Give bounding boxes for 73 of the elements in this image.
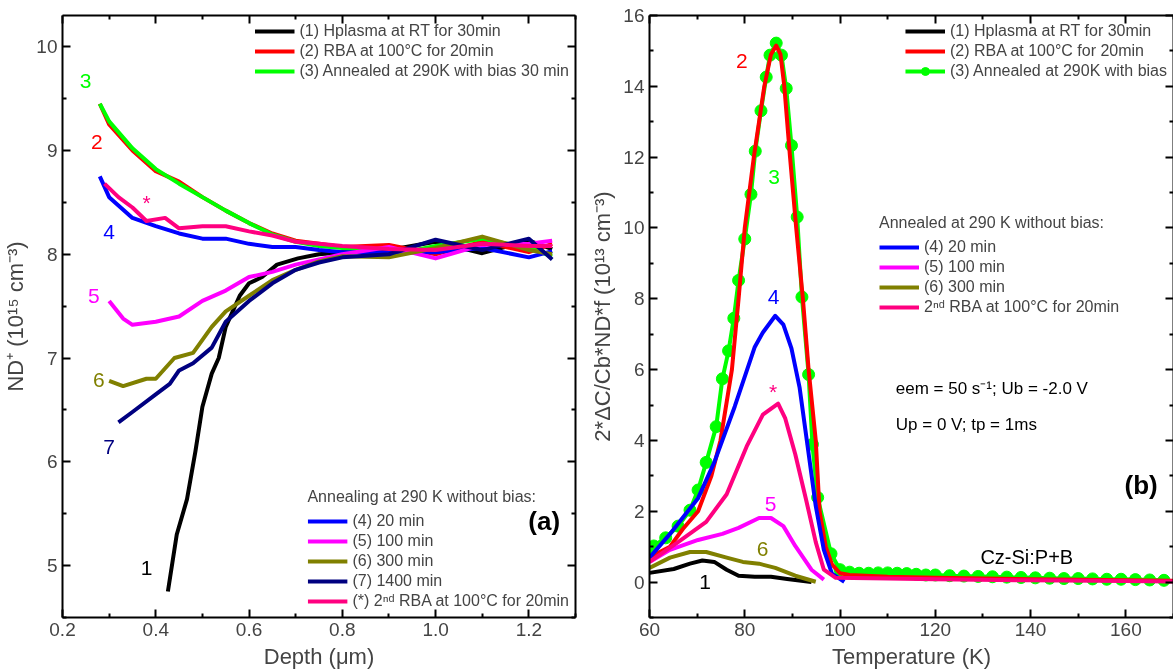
y-tick-label: 0	[633, 571, 645, 593]
annotation: 6	[756, 536, 769, 560]
annotation: 5	[87, 284, 100, 308]
y-tick-label: 4	[633, 429, 645, 451]
y-tick-label: 10	[623, 217, 645, 239]
y-tick-label: 6	[633, 359, 645, 381]
x-tick-label: 1.2	[515, 618, 543, 640]
x-tick-label: 60	[638, 618, 661, 640]
annotation: 7	[103, 435, 116, 459]
legend-label: (2) RBA at 100°C for 20min	[949, 42, 1145, 60]
x-axis-title: Temperature (K)	[832, 643, 991, 669]
y-tick-label: 8	[46, 243, 58, 265]
point	[715, 372, 729, 386]
y-tick-label: 10	[36, 36, 58, 58]
y-tick-label: 9	[46, 139, 58, 161]
x-tick-label: 0.6	[235, 618, 263, 640]
annotation: (b)	[1124, 470, 1158, 501]
legend-title: Annealing at 290 K without bias:	[307, 488, 537, 506]
x-tick-label: 80	[734, 618, 756, 640]
x-tick-label: 0.2	[49, 618, 76, 640]
annotation: 3	[79, 69, 92, 93]
annotation: *	[769, 379, 778, 403]
x-tick-label: 1.0	[422, 618, 449, 640]
annotation: 4	[103, 220, 116, 244]
y-tick-label: 5	[46, 555, 58, 577]
legend-label: (4) 20 min	[924, 238, 997, 256]
x-tick-label: 160	[1110, 618, 1142, 640]
y-tick-label: 7	[46, 347, 58, 369]
y-tick-label: 8	[633, 288, 645, 310]
point	[699, 455, 713, 469]
y-axis-title: ND⁺ (10¹⁵ cm⁻³)	[3, 241, 29, 392]
legend-label: (*) 2ⁿᵈ RBA at 100°C for 20min	[352, 592, 569, 610]
legend-label: (5) 100 min	[924, 258, 1005, 276]
y-tick-label: 14	[623, 75, 645, 97]
x-tick-label: 140	[1014, 618, 1047, 640]
annotation: Cz-Si:P+B	[980, 546, 1074, 569]
y-tick-label: 12	[623, 146, 645, 168]
legend-title: Annealed at 290 K without bias:	[879, 214, 1106, 232]
annotation: 4	[767, 285, 780, 309]
line-series	[102, 181, 555, 253]
legend-label: (1) Hplasma at RT for 30min	[299, 22, 501, 40]
legend-label: (3) Annealed at 290K with bias	[949, 62, 1167, 80]
annotation: (a)	[528, 506, 561, 537]
line-series	[116, 236, 555, 425]
legend-label: (2) RBA at 100°C for 20min	[299, 42, 494, 60]
y-tick-label: 2	[633, 500, 645, 522]
x-tick-label: 100	[824, 618, 856, 640]
legend-label: (6) 300 min	[924, 278, 1005, 296]
annotation: 2	[91, 129, 103, 153]
legend-label: (4) 20 min	[352, 512, 425, 530]
annotation: 1	[699, 569, 711, 593]
legend-label: (3) Annealed at 290K with bias 30 min	[299, 62, 569, 80]
annotation: *	[142, 190, 151, 214]
annotation: 2	[735, 49, 748, 73]
legend-label: (6) 300 min	[352, 552, 434, 570]
legend-label: (5) 100 min	[352, 532, 434, 550]
x-tick-label: 0.4	[142, 618, 170, 640]
point	[709, 420, 723, 434]
annotation: Up = 0 V; tp = 1ms	[895, 415, 1037, 435]
y-tick-label: 16	[623, 5, 645, 26]
legend-label: (7) 1400 min	[352, 572, 443, 590]
x-axis-title: Depth (μm)	[263, 643, 375, 669]
legend-label: 2ⁿᵈ RBA at 100°C for 20min	[924, 298, 1120, 316]
annotation: 5	[764, 492, 777, 516]
y-axis-title: 2*ΔC/Cb*ND*f (10¹³ cm⁻³)	[590, 191, 616, 442]
legend-label: (1) Hplasma at RT for 30min	[949, 22, 1152, 40]
annotation: 3	[768, 165, 781, 189]
annotation: 6	[93, 367, 105, 391]
annotation: eem = 50 s⁻¹; Ub = -2.0 V	[895, 379, 1089, 399]
annotation: 1	[140, 555, 153, 579]
x-tick-label: 0.8	[329, 618, 356, 640]
y-tick-label: 6	[46, 451, 58, 473]
x-tick-label: 120	[919, 618, 952, 640]
